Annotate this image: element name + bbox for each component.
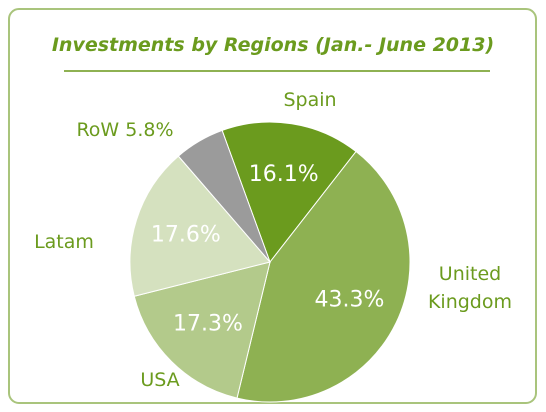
pie-slice (177, 129, 271, 263)
slice-label: Latam (34, 231, 94, 253)
value-label: 43.3% (314, 287, 384, 312)
value-label: 17.6% (151, 222, 221, 247)
pie-slice (129, 155, 271, 297)
value-label: 16.1% (249, 162, 319, 187)
pie-slice (133, 261, 271, 399)
slice-label: RoW 5.8% (60, 116, 190, 144)
chart-title: Investments by Regions (Jan.- June 2013) (51, 34, 495, 56)
slice-label: RoW (76, 119, 120, 141)
value-label: 5.8% (125, 119, 174, 141)
value-label: 17.3% (173, 312, 243, 337)
slice-label: USA (140, 369, 180, 391)
slice-label: Spain (283, 89, 337, 111)
pie-slice (236, 150, 411, 403)
frame (8, 8, 537, 404)
pie-slice (221, 121, 357, 264)
slice-label: United Kingdom (427, 263, 513, 313)
